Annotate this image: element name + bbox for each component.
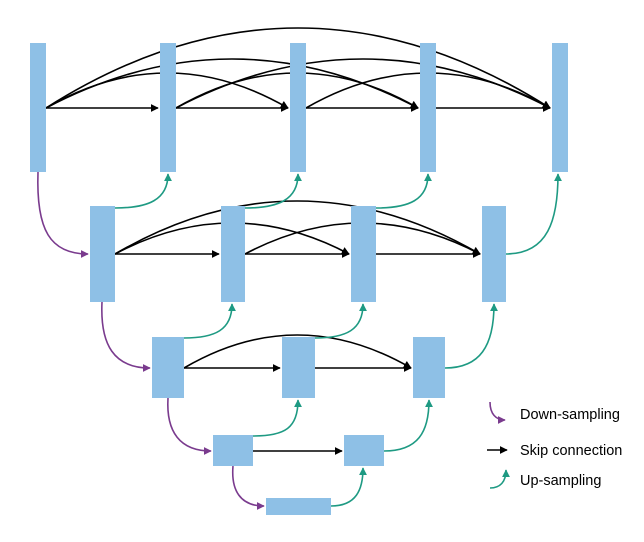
block-x10 bbox=[90, 206, 115, 302]
block-x31 bbox=[344, 435, 384, 466]
legend-down-label: Down-sampling bbox=[520, 407, 620, 423]
block-x04 bbox=[552, 43, 568, 172]
skip-connections-straight bbox=[46, 104, 551, 455]
feature-blocks bbox=[30, 43, 568, 515]
down-arrow-level2-level3 bbox=[167, 397, 212, 455]
block-x02 bbox=[290, 43, 306, 172]
up-arrow-x13-x04 bbox=[505, 173, 562, 255]
legend-skip-label: Skip connection bbox=[520, 443, 622, 459]
up-arrow-x10-x01 bbox=[114, 173, 172, 209]
block-x12 bbox=[351, 206, 376, 302]
up-arrow-x20-x11 bbox=[183, 303, 236, 339]
down-arrow-level1-level2 bbox=[101, 301, 151, 372]
block-x13 bbox=[482, 206, 506, 302]
up-arrow-x40-x31 bbox=[330, 467, 367, 507]
legend-down-icon bbox=[489, 401, 506, 424]
up-arrow-x31-x22 bbox=[383, 399, 433, 452]
block-x11 bbox=[221, 206, 245, 302]
up-sampling-paths bbox=[114, 173, 562, 507]
legend-up-icon bbox=[489, 469, 510, 489]
legend-up-label: Up-sampling bbox=[520, 473, 601, 489]
block-x00 bbox=[30, 43, 46, 172]
down-arrow-level0-level1 bbox=[37, 171, 89, 258]
block-x30 bbox=[213, 435, 253, 466]
legend: Down-sampling Skip connection Up-samplin… bbox=[487, 401, 622, 489]
block-x01 bbox=[160, 43, 176, 172]
block-x22 bbox=[413, 337, 445, 398]
up-arrow-x11-x02 bbox=[244, 173, 302, 209]
down-arrow-level3-level4 bbox=[231, 465, 265, 510]
up-arrow-x21-x12 bbox=[314, 303, 367, 339]
block-x03 bbox=[420, 43, 436, 172]
block-x21 bbox=[282, 337, 315, 398]
block-x40 bbox=[266, 498, 331, 515]
dense-arc-x00-x04 bbox=[45, 27, 551, 109]
down-sampling-paths bbox=[37, 171, 265, 510]
dense-arc-x10-x13 bbox=[114, 200, 481, 255]
block-x20 bbox=[152, 337, 184, 398]
dense-arc-x20-x22 bbox=[183, 334, 412, 369]
up-arrow-x22-x13 bbox=[444, 303, 498, 369]
up-arrow-x12-x03 bbox=[375, 173, 432, 209]
up-arrow-x30-x21 bbox=[252, 399, 302, 437]
